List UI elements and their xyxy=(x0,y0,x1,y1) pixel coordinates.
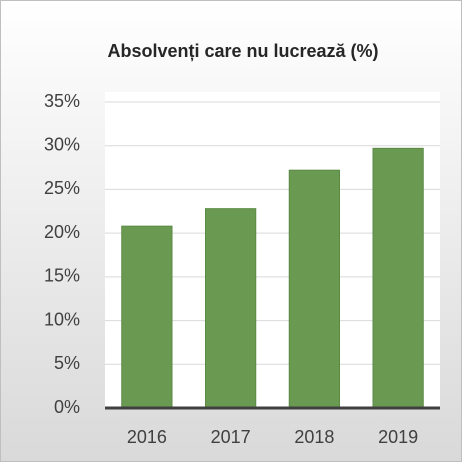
bar xyxy=(121,225,173,409)
chart-title: Absolvenți care nu lucrează (%) xyxy=(107,41,378,61)
y-tick-label: 10% xyxy=(44,309,80,329)
x-tick-label: 2017 xyxy=(211,427,251,447)
x-tick-label: 2019 xyxy=(378,427,418,447)
y-tick-label: 0% xyxy=(54,397,80,417)
y-tick-label: 20% xyxy=(44,222,80,242)
y-tick-label: 15% xyxy=(44,266,80,286)
bar xyxy=(372,147,424,409)
bar xyxy=(205,208,257,409)
x-tick-label: 2018 xyxy=(294,427,334,447)
y-tick-label: 30% xyxy=(44,134,80,154)
bar xyxy=(288,169,340,409)
y-tick-label: 35% xyxy=(44,91,80,111)
x-tick-label: 2016 xyxy=(127,427,167,447)
y-tick-label: 5% xyxy=(54,353,80,373)
y-tick-label: 25% xyxy=(44,178,80,198)
